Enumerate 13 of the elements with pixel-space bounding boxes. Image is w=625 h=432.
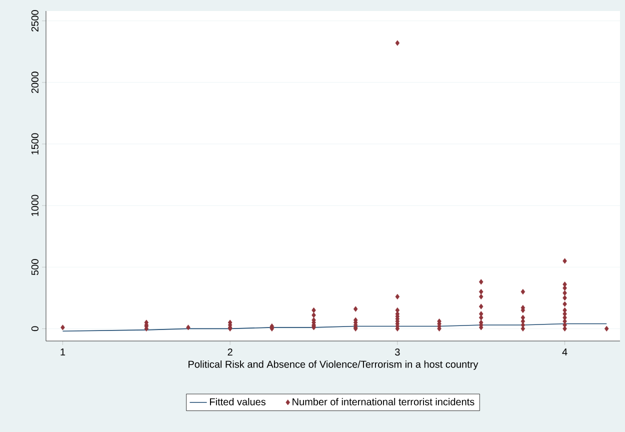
x-tick-label: 3: [395, 348, 400, 356]
x-tick-label: 4: [562, 348, 568, 356]
y-tick-label: 1000: [31, 194, 38, 216]
legend-label: Number of international terrorist incidents: [292, 398, 474, 406]
x-axis-title: Political Risk and Absence of Violence/Terrorism in a host country: [188, 360, 478, 370]
x-tick-label: 1: [60, 348, 66, 356]
legend-label: Fitted values: [210, 398, 266, 406]
y-tick-label: 2500: [31, 10, 38, 32]
y-tick-label: 2000: [31, 72, 38, 94]
y-tick-label: 500: [31, 259, 38, 276]
y-tick-label: 0: [31, 326, 38, 332]
x-tick-label: 2: [228, 348, 232, 356]
y-tick-label: 1500: [31, 133, 38, 154]
